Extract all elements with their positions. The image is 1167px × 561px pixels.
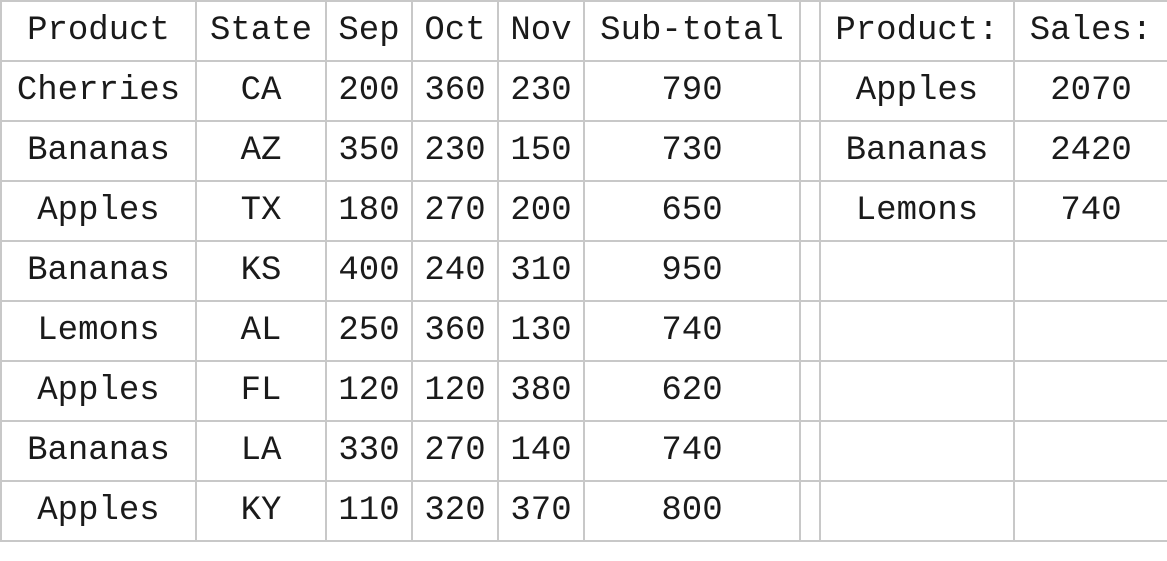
- header-row: Product State Sep Oct Nov Sub-total Prod…: [0, 0, 1167, 62]
- summary-product-cell[interactable]: Apples: [819, 60, 1015, 122]
- nov-cell[interactable]: 140: [497, 420, 585, 482]
- sep-cell[interactable]: 350: [325, 120, 413, 182]
- sep-cell[interactable]: 200: [325, 60, 413, 122]
- oct-cell[interactable]: 240: [411, 240, 499, 302]
- gap-cell[interactable]: [799, 0, 821, 62]
- header-cell-summary-product[interactable]: Product:: [819, 0, 1015, 62]
- sep-cell[interactable]: 330: [325, 420, 413, 482]
- subtotal-cell[interactable]: 650: [583, 180, 801, 242]
- summary-sales-cell[interactable]: [1013, 300, 1167, 362]
- summary-product-cell[interactable]: Lemons: [819, 180, 1015, 242]
- header-cell-product[interactable]: Product: [0, 0, 197, 62]
- subtotal-cell[interactable]: 790: [583, 60, 801, 122]
- nov-cell[interactable]: 230: [497, 60, 585, 122]
- summary-product-cell[interactable]: [819, 420, 1015, 482]
- table-row: Apples TX 180 270 200 650 Lemons 740: [0, 180, 1167, 242]
- subtotal-cell[interactable]: 950: [583, 240, 801, 302]
- subtotal-cell[interactable]: 620: [583, 360, 801, 422]
- subtotal-cell[interactable]: 800: [583, 480, 801, 542]
- subtotal-cell[interactable]: 740: [583, 420, 801, 482]
- state-cell[interactable]: CA: [195, 60, 327, 122]
- product-cell[interactable]: Lemons: [0, 300, 197, 362]
- summary-product-cell[interactable]: Bananas: [819, 120, 1015, 182]
- nov-cell[interactable]: 130: [497, 300, 585, 362]
- sep-cell[interactable]: 400: [325, 240, 413, 302]
- gap-cell[interactable]: [799, 300, 821, 362]
- gap-cell[interactable]: [799, 180, 821, 242]
- nov-cell[interactable]: 380: [497, 360, 585, 422]
- sep-cell[interactable]: 180: [325, 180, 413, 242]
- header-cell-state[interactable]: State: [195, 0, 327, 62]
- gap-cell[interactable]: [799, 480, 821, 542]
- summary-sales-cell[interactable]: [1013, 420, 1167, 482]
- state-cell[interactable]: AZ: [195, 120, 327, 182]
- table-row: Bananas KS 400 240 310 950: [0, 240, 1167, 302]
- product-cell[interactable]: Apples: [0, 480, 197, 542]
- header-cell-oct[interactable]: Oct: [411, 0, 499, 62]
- nov-cell[interactable]: 150: [497, 120, 585, 182]
- sep-cell[interactable]: 110: [325, 480, 413, 542]
- oct-cell[interactable]: 270: [411, 180, 499, 242]
- summary-sales-cell[interactable]: 2420: [1013, 120, 1167, 182]
- state-cell[interactable]: AL: [195, 300, 327, 362]
- table-row: Bananas AZ 350 230 150 730 Bananas 2420: [0, 120, 1167, 182]
- gap-cell[interactable]: [799, 240, 821, 302]
- state-cell[interactable]: KS: [195, 240, 327, 302]
- summary-sales-cell[interactable]: 2070: [1013, 60, 1167, 122]
- product-cell[interactable]: Bananas: [0, 240, 197, 302]
- sep-cell[interactable]: 250: [325, 300, 413, 362]
- sep-cell[interactable]: 120: [325, 360, 413, 422]
- state-cell[interactable]: TX: [195, 180, 327, 242]
- summary-sales-cell[interactable]: [1013, 480, 1167, 542]
- subtotal-cell[interactable]: 730: [583, 120, 801, 182]
- product-cell[interactable]: Bananas: [0, 120, 197, 182]
- state-cell[interactable]: KY: [195, 480, 327, 542]
- oct-cell[interactable]: 320: [411, 480, 499, 542]
- summary-product-cell[interactable]: [819, 360, 1015, 422]
- oct-cell[interactable]: 360: [411, 60, 499, 122]
- header-cell-subtotal[interactable]: Sub-total: [583, 0, 801, 62]
- gap-cell[interactable]: [799, 420, 821, 482]
- oct-cell[interactable]: 270: [411, 420, 499, 482]
- gap-cell[interactable]: [799, 120, 821, 182]
- table-row: Lemons AL 250 360 130 740: [0, 300, 1167, 362]
- subtotal-cell[interactable]: 740: [583, 300, 801, 362]
- table-row: Bananas LA 330 270 140 740: [0, 420, 1167, 482]
- header-cell-nov[interactable]: Nov: [497, 0, 585, 62]
- header-cell-summary-sales[interactable]: Sales:: [1013, 0, 1167, 62]
- oct-cell[interactable]: 360: [411, 300, 499, 362]
- table-row: Apples KY 110 320 370 800: [0, 480, 1167, 542]
- state-cell[interactable]: LA: [195, 420, 327, 482]
- table-row: Cherries CA 200 360 230 790 Apples 2070: [0, 60, 1167, 122]
- nov-cell[interactable]: 200: [497, 180, 585, 242]
- summary-sales-cell[interactable]: 740: [1013, 180, 1167, 242]
- product-cell[interactable]: Apples: [0, 360, 197, 422]
- gap-cell[interactable]: [799, 360, 821, 422]
- summary-product-cell[interactable]: [819, 480, 1015, 542]
- summary-sales-cell[interactable]: [1013, 240, 1167, 302]
- spreadsheet-grid: Product State Sep Oct Nov Sub-total Prod…: [0, 0, 1167, 542]
- state-cell[interactable]: FL: [195, 360, 327, 422]
- summary-product-cell[interactable]: [819, 240, 1015, 302]
- nov-cell[interactable]: 310: [497, 240, 585, 302]
- summary-sales-cell[interactable]: [1013, 360, 1167, 422]
- product-cell[interactable]: Apples: [0, 180, 197, 242]
- product-cell[interactable]: Cherries: [0, 60, 197, 122]
- summary-product-cell[interactable]: [819, 300, 1015, 362]
- oct-cell[interactable]: 120: [411, 360, 499, 422]
- nov-cell[interactable]: 370: [497, 480, 585, 542]
- oct-cell[interactable]: 230: [411, 120, 499, 182]
- table-row: Apples FL 120 120 380 620: [0, 360, 1167, 422]
- header-cell-sep[interactable]: Sep: [325, 0, 413, 62]
- gap-cell[interactable]: [799, 60, 821, 122]
- product-cell[interactable]: Bananas: [0, 420, 197, 482]
